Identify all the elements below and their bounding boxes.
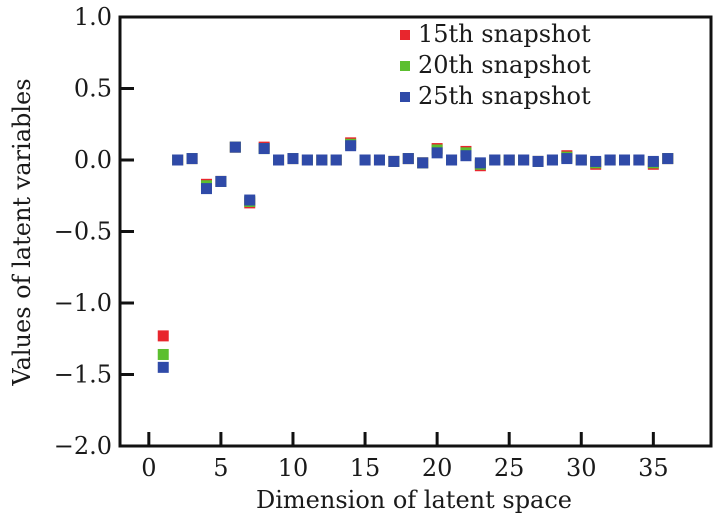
data-point: [388, 155, 400, 167]
data-point: [604, 154, 616, 166]
data-point: [546, 154, 558, 166]
data-point: [200, 183, 212, 195]
data-point: [590, 155, 602, 167]
data-point: [287, 153, 299, 165]
x-tick-label: 5: [213, 454, 228, 482]
series-3: [157, 140, 674, 373]
legend-label: 20th snapshot: [418, 51, 591, 79]
data-point: [446, 154, 458, 166]
data-point: [258, 143, 270, 155]
x-tick-label: 25: [494, 454, 525, 482]
data-point: [460, 150, 472, 162]
y-tick-label: −1.0: [54, 289, 112, 317]
y-tick-label: −0.5: [54, 218, 112, 246]
data-point: [532, 155, 544, 167]
data-point: [186, 153, 198, 165]
data-point: [431, 147, 443, 159]
data-point: [316, 154, 328, 166]
legend-label: 15th snapshot: [418, 20, 591, 48]
data-point: [662, 153, 674, 165]
x-tick-label: 35: [638, 454, 669, 482]
data-point: [172, 154, 184, 166]
data-point: [518, 154, 530, 166]
legend-marker: [400, 30, 410, 40]
data-point: [157, 361, 169, 373]
y-tick-label: 0.0: [74, 146, 112, 174]
legend-marker: [400, 61, 410, 71]
data-point: [229, 141, 241, 153]
data-point: [503, 154, 515, 166]
x-tick-label: 0: [141, 454, 156, 482]
y-tick-label: −1.5: [54, 361, 112, 389]
legend-marker: [400, 92, 410, 102]
data-point: [647, 155, 659, 167]
data-point: [373, 154, 385, 166]
y-tick-label: −2.0: [54, 432, 112, 460]
x-tick-label: 30: [566, 454, 597, 482]
data-point: [273, 154, 285, 166]
x-tick-label: 20: [422, 454, 453, 482]
data-points: [157, 137, 674, 373]
y-axis-title: Values of latent variables: [8, 78, 36, 386]
y-tick-label: 0.5: [74, 75, 112, 103]
data-point: [489, 154, 501, 166]
legend-label: 25th snapshot: [418, 82, 591, 110]
data-point: [561, 153, 573, 165]
legend: 15th snapshot 20th snapshot 25th snapshot: [400, 20, 591, 110]
x-tick-label: 10: [278, 454, 309, 482]
x-axis-ticks: 0 5 10 15 20 25 30 35: [141, 432, 669, 482]
data-point: [244, 194, 256, 206]
series-2: [157, 138, 674, 360]
data-point: [345, 140, 357, 152]
data-point: [633, 154, 645, 166]
data-point: [359, 154, 371, 166]
data-point: [417, 157, 429, 169]
data-point: [619, 154, 631, 166]
data-point: [157, 330, 169, 342]
data-point: [157, 348, 169, 360]
data-point: [301, 154, 313, 166]
x-axis-title: Dimension of latent space: [256, 486, 572, 514]
data-point: [474, 157, 486, 169]
plot-frame: [118, 15, 713, 448]
data-point: [330, 154, 342, 166]
data-point: [402, 153, 414, 165]
data-point: [575, 154, 587, 166]
data-point: [215, 175, 227, 187]
y-tick-label: 1.0: [74, 3, 112, 31]
x-tick-label: 15: [350, 454, 381, 482]
y-axis-ticks: 1.0 0.5 0.0 −0.5 −1.0 −1.5 −2.0: [54, 3, 134, 460]
